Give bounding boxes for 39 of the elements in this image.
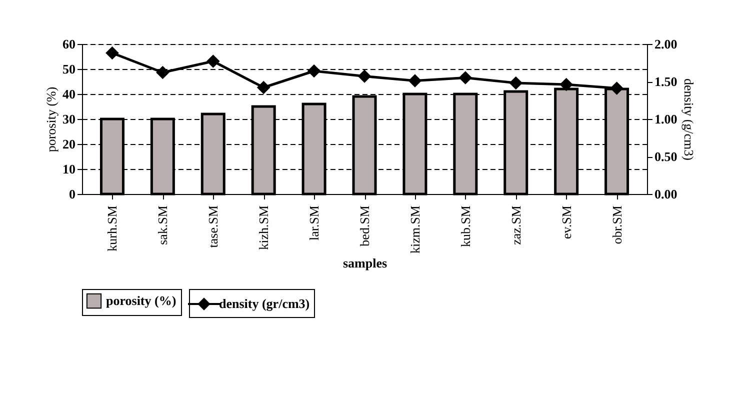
y-tick-label: 10 (62, 162, 76, 176)
x-tick-label: ev.SM (558, 205, 574, 239)
point (156, 66, 169, 79)
point (206, 55, 220, 68)
y-tick-label: 40 (62, 86, 76, 102)
x-tick-label: lar.SM (306, 205, 322, 241)
x-tick-label: kizh.SM (256, 205, 272, 250)
y-axis-title: porosity (%) (44, 86, 58, 152)
x-tick-label: tase.SM (206, 205, 221, 248)
y-tick-label: 30 (62, 112, 76, 126)
x-tick-label: kub.SM (458, 205, 473, 248)
y-tick-label: 50 (62, 62, 76, 76)
legend-label: density (gr/cm3) (219, 296, 310, 311)
point (510, 76, 522, 90)
point (459, 72, 472, 84)
y-tick-label: 60 (62, 36, 76, 52)
y2-tick-label: 0.00 (654, 186, 678, 202)
y2-tick-label: 2.00 (654, 36, 678, 52)
x-tick-label: obr.SM (609, 205, 624, 244)
point (257, 81, 270, 94)
point (408, 74, 422, 87)
point (308, 64, 320, 78)
legend-label: porosity (%) (106, 293, 176, 308)
point (560, 78, 573, 91)
y2-tick-label: 1.50 (654, 74, 678, 89)
x-tick-label: sak.SM (155, 205, 170, 245)
x-tick-label: kizm.SM (407, 205, 422, 254)
y-tick-label: 0 (69, 186, 76, 202)
y2-tick-label: 1.00 (654, 112, 678, 126)
x-axis-title: samples (342, 256, 388, 271)
y-tick-label: 20 (62, 136, 76, 152)
x-tick-label: zaz.SM (508, 205, 524, 245)
y2-tick-label: 0.50 (654, 149, 678, 164)
point (106, 46, 118, 60)
point (610, 82, 624, 94)
point (358, 70, 371, 82)
y2-axis-title: density (g/cm3) (681, 78, 696, 160)
x-tick-label: kurh.SM (104, 205, 120, 252)
x-tick-label: bed.SM (357, 205, 372, 246)
